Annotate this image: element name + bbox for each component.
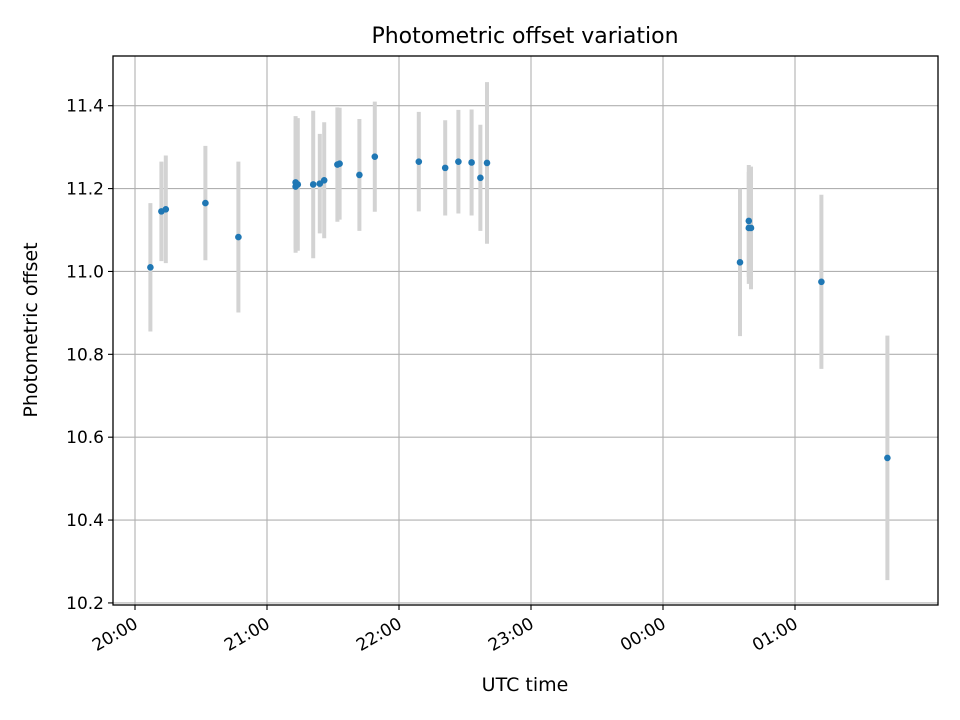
- data-point: [235, 233, 242, 241]
- data-point: [884, 454, 891, 462]
- data-point: [468, 159, 475, 166]
- data-point: [309, 181, 317, 188]
- y-tick-label: 10.4: [66, 511, 104, 531]
- x-tick-label: 21:00: [221, 614, 273, 656]
- data-point: [477, 174, 484, 182]
- data-point: [441, 164, 449, 172]
- data-points: [147, 153, 891, 462]
- data-point: [455, 158, 462, 165]
- data-point: [483, 159, 491, 167]
- x-tick-label: 20:00: [89, 614, 141, 656]
- data-point: [745, 217, 753, 225]
- error-bars: [148, 82, 890, 581]
- plot-frame: [112, 55, 939, 606]
- y-tick-label: 10.6: [66, 428, 104, 448]
- y-axis-label: Photometric offset: [20, 242, 42, 417]
- data-point: [747, 224, 755, 232]
- y-tick-label: 11.2: [66, 180, 104, 200]
- x-tick-label: 00:00: [617, 614, 669, 656]
- data-point: [320, 177, 328, 184]
- data-point: [371, 153, 379, 160]
- y-tick-label: 10.8: [66, 345, 104, 365]
- grid: [113, 56, 938, 605]
- data-point: [736, 259, 744, 266]
- data-point: [162, 206, 170, 213]
- y-tick-label: 10.2: [66, 594, 104, 614]
- data-point: [147, 264, 154, 271]
- axis-ticks: 20:00 21:00 22:00 23:00 00:00 01:00 10.2 10.4 10…: [66, 97, 801, 656]
- x-tick-label: 01:00: [749, 614, 801, 656]
- data-point: [202, 199, 209, 207]
- data-point: [356, 171, 363, 179]
- data-point: [415, 158, 423, 165]
- data-point: [818, 278, 825, 286]
- y-tick-label: 11.0: [66, 262, 104, 282]
- chart-title: Photometric offset variation: [371, 24, 678, 49]
- data-point: [336, 160, 343, 168]
- x-axis-label: UTC time: [482, 674, 569, 696]
- x-tick-label: 22:00: [353, 614, 405, 656]
- y-tick-label: 11.4: [66, 97, 104, 117]
- data-point: [294, 181, 302, 188]
- x-tick-label: 23:00: [485, 614, 537, 656]
